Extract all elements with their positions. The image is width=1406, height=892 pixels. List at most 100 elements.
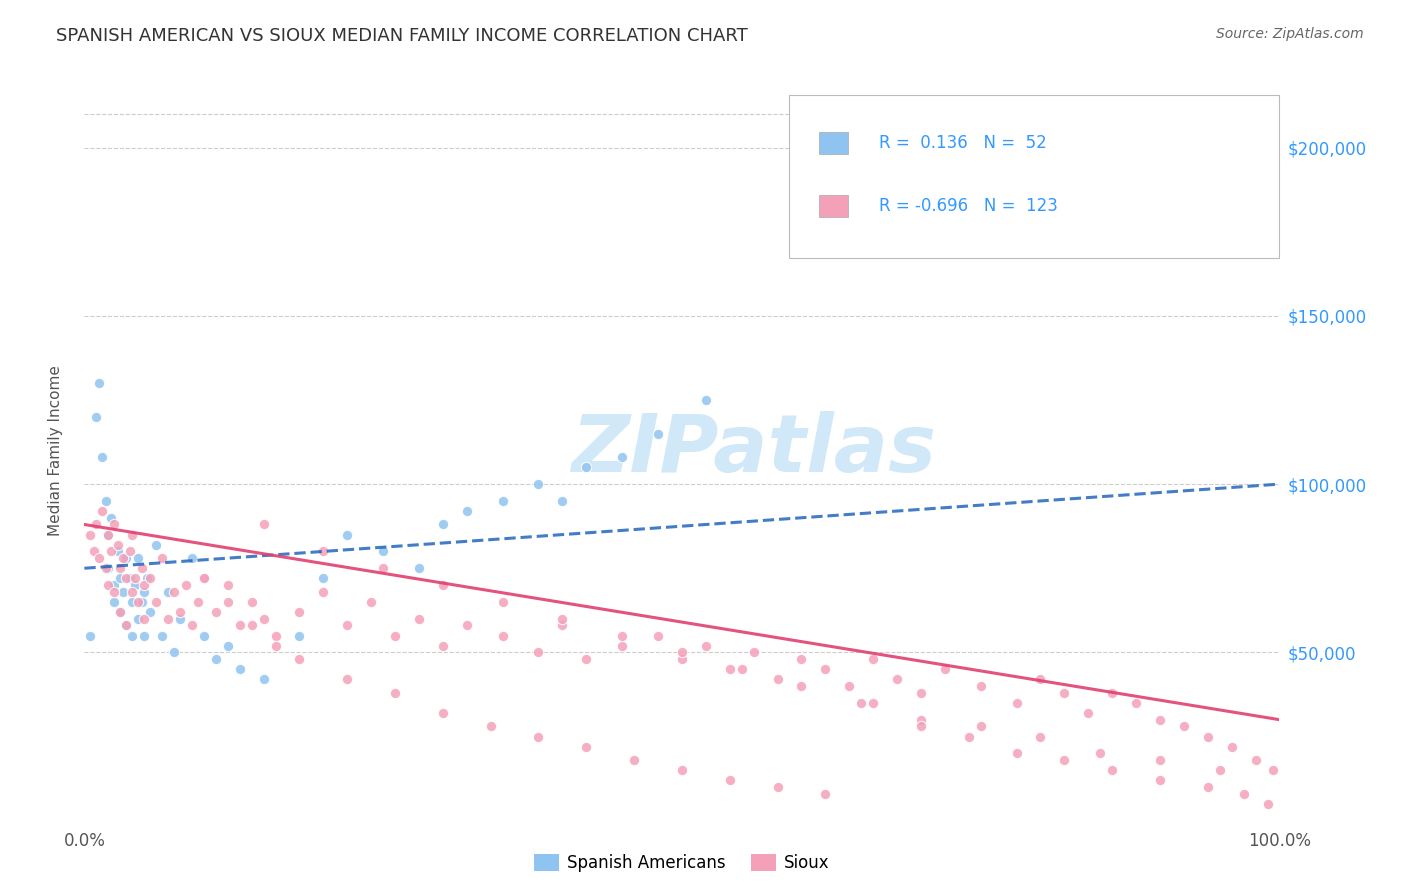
Point: [103, 578, 125, 592]
Point: [163, 584, 186, 599]
Point: [115, 618, 138, 632]
Point: [862, 652, 884, 666]
Point: [910, 719, 932, 733]
Point: [150, 628, 173, 642]
Point: [94, 561, 117, 575]
Point: [127, 551, 149, 566]
Point: [169, 605, 191, 619]
Point: [127, 595, 149, 609]
Point: [742, 645, 765, 659]
FancyBboxPatch shape: [820, 195, 848, 218]
Point: [121, 584, 143, 599]
Point: [240, 595, 263, 609]
Point: [970, 679, 993, 693]
Point: [174, 578, 197, 592]
Point: [456, 618, 478, 632]
Point: [139, 571, 162, 585]
Point: [479, 719, 502, 733]
Point: [169, 612, 191, 626]
Point: [253, 612, 276, 626]
Point: [814, 787, 837, 801]
Point: [288, 628, 311, 642]
Point: [551, 618, 574, 632]
FancyBboxPatch shape: [820, 132, 848, 154]
Point: [312, 584, 335, 599]
Point: [111, 551, 134, 566]
Point: [312, 544, 335, 558]
Point: [970, 719, 993, 733]
Point: [205, 652, 228, 666]
Point: [288, 605, 311, 619]
Point: [107, 544, 129, 558]
Point: [1077, 706, 1099, 720]
Point: [121, 628, 143, 642]
Point: [132, 578, 156, 592]
Point: [86, 517, 108, 532]
Point: [1101, 763, 1123, 777]
Point: [100, 544, 122, 558]
Point: [492, 494, 515, 508]
Point: [132, 584, 156, 599]
Point: [360, 595, 382, 609]
Point: [103, 584, 125, 599]
Point: [408, 612, 430, 626]
Point: [94, 494, 117, 508]
Point: [1263, 763, 1285, 777]
Point: [107, 538, 129, 552]
Point: [86, 409, 108, 424]
Point: [124, 571, 146, 585]
Point: [115, 551, 138, 566]
Point: [131, 595, 153, 609]
Point: [217, 578, 239, 592]
Point: [1220, 739, 1243, 754]
Point: [1090, 747, 1112, 761]
Point: [910, 713, 932, 727]
Point: [100, 510, 122, 524]
Point: [253, 517, 276, 532]
Text: ZIPatlas: ZIPatlas: [571, 411, 936, 490]
Point: [718, 662, 741, 676]
Point: [612, 639, 634, 653]
Point: [1005, 696, 1028, 710]
Point: [312, 571, 335, 585]
Point: [1209, 763, 1232, 777]
Point: [103, 517, 125, 532]
Legend: Spanish Americans, Sioux: Spanish Americans, Sioux: [527, 847, 837, 879]
Point: [1125, 696, 1147, 710]
Point: [336, 618, 359, 632]
Point: [551, 612, 574, 626]
Point: [79, 628, 101, 642]
Point: [718, 773, 741, 788]
Point: [731, 662, 754, 676]
Point: [132, 628, 156, 642]
Point: [110, 605, 132, 619]
Point: [1029, 673, 1052, 687]
Point: [373, 544, 395, 558]
Point: [790, 652, 813, 666]
Point: [118, 544, 141, 558]
Point: [127, 612, 149, 626]
Point: [1005, 747, 1028, 761]
Point: [886, 673, 908, 687]
Point: [181, 551, 204, 566]
Point: [957, 730, 980, 744]
Point: [647, 628, 669, 642]
Text: Source: ZipAtlas.com: Source: ZipAtlas.com: [1216, 27, 1364, 41]
Point: [288, 652, 311, 666]
Point: [118, 571, 141, 585]
Point: [240, 618, 263, 632]
Point: [432, 706, 454, 720]
Point: [193, 571, 215, 585]
Point: [1173, 719, 1195, 733]
Point: [264, 628, 287, 642]
Point: [647, 426, 669, 441]
Point: [527, 730, 550, 744]
Point: [97, 527, 120, 541]
Point: [408, 561, 430, 575]
Point: [934, 662, 956, 676]
Point: [103, 595, 125, 609]
Point: [97, 578, 120, 592]
Point: [838, 679, 860, 693]
Point: [1149, 753, 1171, 767]
Point: [851, 696, 873, 710]
